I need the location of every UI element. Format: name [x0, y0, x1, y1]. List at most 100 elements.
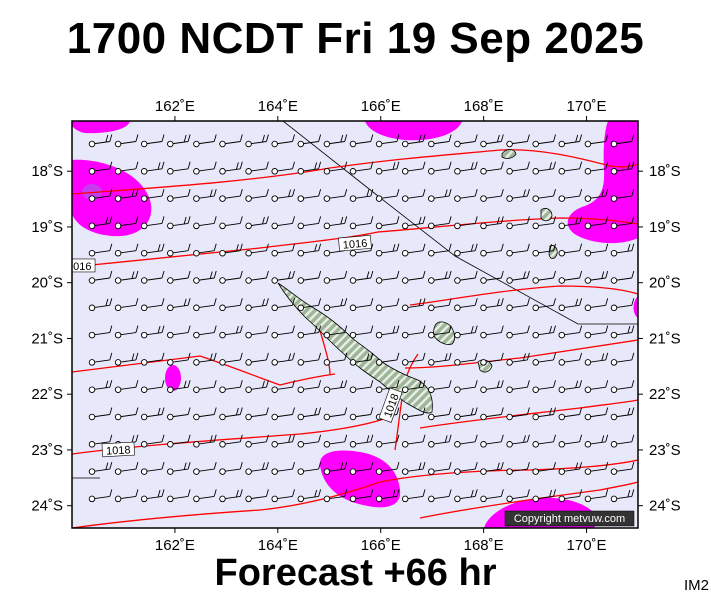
rain-area-east-edge	[633, 296, 638, 318]
isobar-6	[404, 339, 638, 369]
wind-barb	[219, 216, 243, 230]
wind-barb	[88, 161, 113, 175]
wind-barb	[428, 434, 452, 448]
rain-area-east	[567, 121, 638, 244]
lat-label-right-4: 22˚S	[649, 386, 681, 403]
wind-barb	[428, 243, 452, 257]
wind-barb	[88, 188, 113, 202]
wind-barb	[558, 325, 583, 339]
wind-barb	[532, 380, 556, 393]
wind-barb	[375, 434, 400, 448]
wind-barb	[584, 161, 609, 175]
map-frame	[71, 120, 639, 529]
wind-barb	[375, 161, 400, 175]
wind-barb	[375, 216, 400, 230]
wind-barb	[349, 161, 374, 175]
wind-barb	[271, 489, 295, 503]
wind-barb	[349, 407, 374, 421]
wind-barb	[167, 270, 191, 284]
wind-barb	[480, 216, 504, 230]
isobar-label-1: 016	[72, 258, 96, 273]
wind-barb	[245, 325, 269, 339]
wind-barb	[140, 489, 165, 503]
wind-barb	[193, 434, 217, 448]
wind-barb	[428, 134, 452, 148]
wind-barb	[401, 188, 426, 202]
wind-barb	[558, 434, 583, 448]
wind-barb	[532, 407, 556, 421]
wind-barb	[88, 298, 113, 312]
wind-barb	[245, 352, 269, 366]
wind-barb	[454, 216, 478, 230]
wind-barb	[480, 489, 504, 503]
wind-barb	[323, 298, 348, 312]
isobar-9	[419, 399, 638, 429]
wind-barb	[297, 298, 322, 312]
wind-barb	[193, 161, 217, 175]
wind-barb	[480, 134, 504, 148]
isobar-label-text-2: 1018	[106, 444, 131, 457]
isobar-10	[72, 459, 638, 528]
wind-barb	[219, 270, 243, 284]
wind-barb	[610, 270, 635, 284]
wind-barb	[584, 325, 609, 339]
wind-barb	[480, 243, 504, 257]
wind-barb	[193, 407, 217, 421]
lon-label-bottom-3: 168˚E	[464, 537, 504, 554]
wind-barbs	[88, 134, 635, 503]
wind-barb	[219, 188, 243, 202]
wind-barb	[558, 489, 583, 503]
wind-barb	[140, 216, 165, 230]
lon-label-top-4: 170˚E	[567, 98, 607, 115]
wind-barb	[349, 380, 374, 393]
lat-label-left-4: 22˚S	[31, 386, 63, 403]
wind-barb	[245, 134, 269, 148]
wind-barb	[428, 298, 452, 312]
wind-barb	[245, 380, 269, 393]
wind-barb	[88, 461, 113, 475]
wind-barb	[401, 352, 426, 366]
wind-barb	[193, 216, 217, 230]
wind-barb	[167, 352, 191, 366]
wind-barb	[297, 352, 322, 366]
wind-barb	[584, 188, 609, 202]
wind-barb	[219, 298, 243, 312]
wind-barb	[532, 216, 556, 230]
wind-barb	[140, 298, 165, 312]
wind-barb	[375, 134, 400, 148]
wind-barb	[114, 188, 139, 202]
wind-barb	[114, 161, 139, 175]
wind-barb	[506, 243, 530, 257]
wind-barb	[480, 161, 504, 175]
wind-barb	[610, 243, 635, 257]
wind-barb	[558, 243, 583, 257]
wind-barb	[193, 270, 217, 284]
wind-barb	[167, 134, 191, 148]
lat-label-left-3: 21˚S	[31, 330, 63, 347]
wind-barb	[375, 270, 400, 284]
wind-barb	[167, 407, 191, 421]
wind-barb	[297, 188, 322, 202]
wind-barb	[558, 352, 583, 366]
wind-barb	[323, 134, 348, 148]
wind-barb	[532, 161, 556, 175]
wind-barb	[323, 352, 348, 366]
wind-barb	[140, 352, 165, 366]
wind-barb	[610, 216, 635, 230]
wind-barb	[610, 489, 635, 503]
wind-barb	[245, 407, 269, 421]
wind-barb	[375, 352, 400, 366]
wind-barb	[349, 216, 374, 230]
wind-barb	[428, 161, 452, 175]
wind-barb	[428, 216, 452, 230]
wind-barb	[428, 461, 452, 475]
wind-barb	[323, 489, 348, 503]
wind-barb	[454, 188, 478, 202]
wind-barb	[114, 380, 139, 393]
wind-barb	[428, 489, 452, 503]
isobar-11	[419, 481, 638, 519]
lat-label-right-0: 18˚S	[649, 163, 681, 180]
wind-barb	[558, 298, 583, 312]
wind-barb	[193, 188, 217, 202]
